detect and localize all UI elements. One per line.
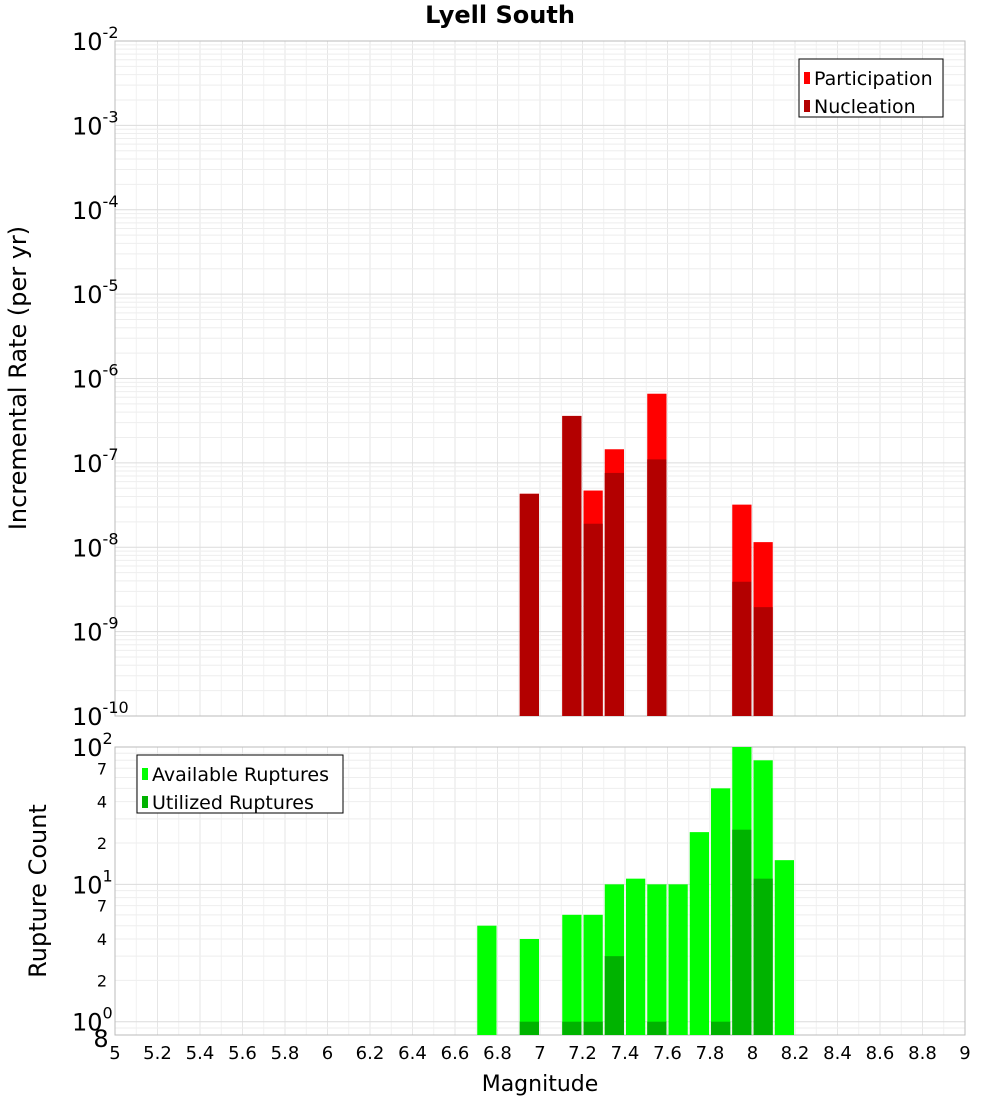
top-legend-swatch-nucleation	[804, 100, 810, 112]
bottom-y-minor-tick-label: 2	[97, 834, 107, 853]
bottom-plot-area	[114, 746, 966, 1036]
top-bar-nucleation-8_05	[753, 607, 773, 716]
top-y-axis-ticks: 10-10 10-9 10-8 10-7 10-6 10-5 10-4 10-3 10-2	[72, 23, 129, 731]
bottom-bar-utilized-ruptures-7_85	[711, 1021, 731, 1035]
x-axis-ticks: 5 5.2 5.4 5.6 5.8 6 6.2 6.4 6.6 6.8 7 7.2 7.4 7.6 7.8 8…	[109, 1043, 970, 1064]
bottom-legend: Available Ruptures Utilized Ruptures	[136, 754, 344, 814]
top-bar-nucleation-7_55	[647, 459, 667, 716]
bottom-bar-available-ruptures-7_85	[711, 788, 731, 1035]
top-bar-nucleation-7_15	[562, 415, 582, 716]
bottom-y-minor-tick-label: 7	[97, 897, 107, 916]
x-tick-label: 6.2	[356, 1043, 385, 1064]
x-tick-label: 9	[959, 1043, 970, 1064]
bottom-bar-available-ruptures-7_45	[626, 878, 646, 1035]
bottom-bar-utilized-ruptures-6_95	[519, 1021, 539, 1035]
bottom-bar-available-ruptures-7_75	[689, 832, 709, 1035]
top-legend-box	[798, 58, 944, 118]
bottom-legend-swatch-available-ruptures	[142, 768, 148, 780]
bottom-bar-available-ruptures-6_95	[519, 939, 539, 1035]
x-tick-label: 6.6	[441, 1043, 470, 1064]
bottom-bar-utilized-ruptures-7_95	[732, 829, 752, 1035]
top-y-tick-label: 10-3	[72, 107, 119, 140]
bottom-legend-box	[136, 754, 344, 814]
bottom-y-minor-tick-label: 8	[93, 1025, 108, 1053]
chart-title: Lyell South	[425, 1, 575, 29]
bottom-y-minor-tick-label: 7	[97, 759, 107, 778]
x-tick-label: 6.4	[398, 1043, 427, 1064]
x-tick-label: 5.6	[228, 1043, 257, 1064]
bottom-y-minor-tick-label: 2	[97, 971, 107, 990]
bottom-y-tick-label: 101	[72, 866, 113, 899]
bottom-bar-available-ruptures-6_75	[477, 925, 497, 1035]
top-y-tick-label: 10-6	[72, 361, 119, 394]
x-tick-label: 6.8	[483, 1043, 512, 1064]
x-tick-label: 8.2	[781, 1043, 810, 1064]
top-y-tick-label: 10-8	[72, 529, 119, 562]
bottom-plot-bars	[477, 747, 794, 1035]
top-y-tick-label: 10-2	[72, 23, 119, 56]
bottom-bar-utilized-ruptures-7_15	[562, 1021, 582, 1035]
top-legend: Participation Nucleation	[798, 58, 944, 118]
bottom-legend-swatch-utilized-ruptures	[142, 796, 148, 808]
bottom-y-tick-label: 102	[72, 729, 113, 762]
x-tick-label: 7.6	[653, 1043, 682, 1064]
x-tick-label: 7	[534, 1043, 545, 1064]
top-legend-label-participation: Participation	[814, 68, 933, 90]
bottom-bar-utilized-ruptures-7_55	[647, 1021, 667, 1035]
top-bar-nucleation-7_35	[604, 472, 624, 716]
x-tick-label: 5.2	[143, 1043, 172, 1064]
bottom-bar-available-ruptures-7_15	[562, 914, 582, 1035]
bottom-bar-available-ruptures-8_15	[774, 860, 794, 1035]
top-plot-area	[114, 40, 966, 717]
bottom-y-tick-label: 100	[72, 1004, 113, 1037]
bottom-legend-label-utilized-ruptures: Utilized Ruptures	[152, 792, 314, 814]
bottom-bar-available-ruptures-7_55	[647, 884, 667, 1035]
x-axis-label: Magnitude	[482, 1072, 599, 1097]
x-tick-label: 8	[747, 1043, 758, 1064]
bottom-y-axis-label: Rupture Count	[24, 804, 52, 978]
x-tick-label: 5	[109, 1043, 120, 1064]
top-bar-nucleation-7_95	[732, 581, 752, 716]
bottom-bar-utilized-ruptures-7_25	[583, 1021, 603, 1035]
bottom-bar-utilized-ruptures-7_35	[604, 956, 624, 1035]
top-bar-nucleation-7_25	[583, 523, 603, 716]
top-plot-bars	[519, 393, 773, 716]
top-y-axis-label: Incremental Rate (per yr)	[4, 226, 32, 530]
top-y-tick-label: 10-4	[72, 192, 119, 225]
x-tick-label: 8.8	[908, 1043, 937, 1064]
x-tick-label: 8.6	[866, 1043, 895, 1064]
top-y-tick-label: 10-5	[72, 276, 119, 309]
x-tick-label: 5.8	[271, 1043, 300, 1064]
bottom-bar-available-ruptures-7_65	[668, 884, 688, 1035]
top-y-tick-label: 10-7	[72, 445, 119, 478]
x-tick-label: 7.8	[696, 1043, 725, 1064]
top-y-tick-label: 10-10	[72, 698, 129, 731]
x-tick-label: 7.4	[611, 1043, 640, 1064]
x-tick-label: 6	[322, 1043, 333, 1064]
bottom-y-minor-tick-label: 4	[97, 930, 107, 949]
bottom-y-axis-ticks: 100 101 102 8 2 4 7 2 4 7	[72, 729, 113, 1053]
bottom-y-minor-tick-label: 4	[97, 793, 107, 812]
top-bar-nucleation-6_95	[519, 493, 539, 716]
top-y-tick-label: 10-9	[72, 614, 119, 647]
x-tick-label: 5.4	[186, 1043, 215, 1064]
top-legend-swatch-participation	[804, 72, 810, 84]
top-legend-label-nucleation: Nucleation	[814, 96, 916, 118]
top-plot-gridlines	[114, 41, 966, 717]
x-tick-label: 8.4	[823, 1043, 852, 1064]
x-tick-label: 7.2	[568, 1043, 597, 1064]
bottom-legend-label-available-ruptures: Available Ruptures	[152, 764, 329, 786]
bottom-bar-utilized-ruptures-8_05	[753, 878, 773, 1035]
bottom-bar-available-ruptures-7_25	[583, 914, 603, 1035]
